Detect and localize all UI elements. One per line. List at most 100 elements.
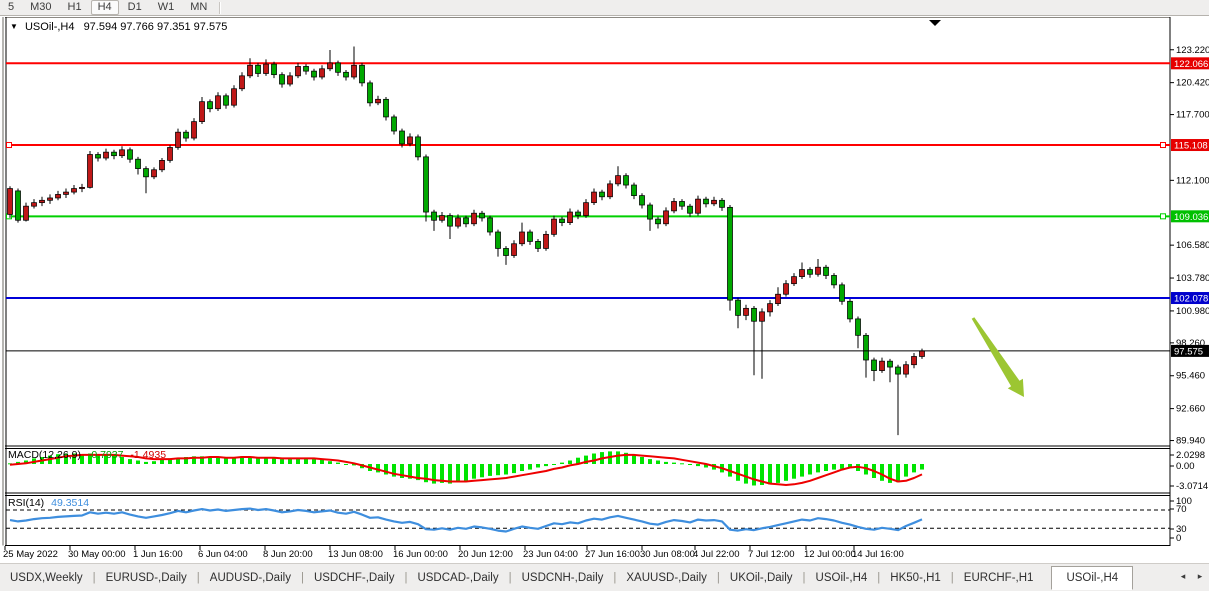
chart-shift-marker[interactable] — [929, 20, 941, 26]
candle-body — [503, 248, 509, 256]
candle-body — [263, 63, 269, 74]
chart-tab-usoilh4[interactable]: USOil-,H4 — [1051, 566, 1134, 590]
macd-histogram-bar — [456, 464, 460, 483]
chart-tab-usdcnhdaily[interactable]: USDCNH-,Daily — [521, 571, 604, 584]
candle-body — [439, 215, 445, 221]
candle-body — [583, 202, 589, 216]
candle-body — [183, 131, 189, 139]
candle-body — [591, 191, 597, 204]
chart-tab-hk50h1[interactable]: HK50-,H1 — [890, 571, 941, 584]
candle-body — [575, 211, 581, 216]
macd-histogram-bar — [832, 464, 836, 470]
price-tick-label: 123.220 — [1176, 45, 1209, 56]
macd-histogram-bar — [888, 464, 892, 483]
macd-histogram-bar — [168, 458, 172, 464]
candle-body — [31, 202, 37, 207]
macd-histogram-bar — [304, 458, 308, 464]
candle-body — [647, 204, 653, 220]
price-tick-label: 98.260 — [1176, 338, 1205, 349]
chart-tab-audusddaily[interactable]: AUDUSD-,Daily — [209, 571, 291, 584]
candle-body — [527, 231, 533, 242]
candle-body — [775, 293, 781, 305]
macd-axis-label: 2.0298 — [1176, 450, 1205, 461]
line-handle-right[interactable] — [1160, 213, 1166, 220]
candle-body — [215, 95, 221, 110]
candle-body — [415, 136, 421, 158]
price-tick-label: 100.980 — [1176, 306, 1209, 317]
macd-histogram-bar — [488, 464, 492, 476]
candle-body — [135, 158, 141, 169]
chart-tab-ukoildaily[interactable]: UKOil-,Daily — [729, 571, 793, 584]
macd-histogram-bar — [312, 459, 316, 464]
candle-body — [231, 88, 237, 106]
macd-histogram-bar — [624, 452, 628, 464]
candle-body — [359, 64, 365, 84]
macd-histogram-bar — [424, 464, 428, 483]
macd-histogram-bar — [160, 459, 164, 464]
candle-body — [399, 130, 405, 145]
macd-histogram-bar — [64, 453, 68, 464]
line-handle-left[interactable] — [6, 142, 12, 149]
candle-body — [71, 188, 77, 193]
tab-separator: | — [196, 572, 200, 584]
chart-tab-usdcaddaily[interactable]: USDCAD-,Daily — [417, 571, 499, 584]
timeframe-button-H1[interactable]: H1 — [67, 1, 82, 13]
candle-body — [831, 275, 837, 286]
timeframe-button-D1[interactable]: D1 — [127, 1, 142, 13]
time-axis-label: 30 Jun 08:00 — [640, 549, 695, 560]
candle-body — [311, 70, 317, 78]
price-tick-label: 95.460 — [1176, 371, 1205, 382]
timeframe-button-MN[interactable]: MN — [190, 1, 208, 13]
chart-tab-eurusddaily[interactable]: EURUSD-,Daily — [105, 571, 187, 584]
chart-tab-usdchfdaily[interactable]: USDCHF-,Daily — [313, 571, 395, 584]
macd-histogram-bar — [152, 461, 156, 464]
timeframe-button-5[interactable]: 5 — [8, 1, 15, 13]
chart-tab-eurchfh1[interactable]: EURCHF-,H1 — [963, 571, 1034, 584]
macd-histogram-bar — [512, 464, 516, 474]
time-axis-label: 4 Jul 22:00 — [693, 549, 739, 560]
macd-histogram-bar — [840, 464, 844, 469]
macd-axis-label: -3.0714 — [1176, 481, 1208, 492]
tab-separator: | — [300, 572, 304, 584]
candle-body — [471, 212, 477, 225]
tab-scroll-right-button[interactable]: ▸ — [1197, 571, 1203, 581]
chart-ohlc-values: 97.594 97.766 97.351 97.575 — [83, 21, 228, 33]
macd-histogram-bar — [744, 464, 748, 484]
candle-body — [735, 299, 741, 316]
tab-scroll-left-button[interactable]: ◂ — [1180, 571, 1186, 581]
chart-tab-usoilh4[interactable]: USOil-,H4 — [815, 571, 868, 584]
macd-histogram-bar — [680, 463, 684, 465]
macd-histogram-bar — [656, 460, 660, 464]
candle-body — [799, 269, 805, 278]
price-line-label: 115.108 — [1174, 141, 1208, 152]
candle-body — [287, 75, 293, 85]
line-handle-right[interactable] — [1160, 142, 1166, 149]
macd-histogram-bar — [752, 464, 756, 486]
candle-body — [303, 66, 309, 72]
candle-body — [543, 233, 549, 249]
candle-body — [431, 211, 437, 221]
macd-histogram-bar — [216, 457, 220, 464]
macd-histogram-bar — [848, 464, 852, 469]
timeframe-button-H4[interactable]: H4 — [90, 0, 119, 15]
candle-body — [191, 121, 197, 139]
price-line-label: 109.036 — [1174, 212, 1208, 223]
macd-histogram-bar — [112, 455, 116, 464]
candle-body — [535, 241, 541, 249]
candle-body — [639, 195, 645, 206]
candle-body — [295, 66, 301, 77]
chart-canvas[interactable]: 123.220 120.420 117.700 112.100 106.580 103.7… — [0, 17, 1209, 563]
timeframe-button-M30[interactable]: M30 — [30, 1, 52, 13]
macd-histogram-bar — [632, 454, 636, 464]
rsi-axis-label: 0 — [1176, 533, 1181, 544]
macd-indicator-label: MACD(12,26,9) -0.7937 -1.4935 — [8, 449, 166, 461]
candle-body — [711, 199, 717, 205]
candle-body — [855, 318, 861, 336]
chart-tab-xauusddaily[interactable]: XAUUSD-,Daily — [626, 571, 707, 584]
tab-separator: | — [716, 572, 720, 584]
time-axis-label: 7 Jul 12:00 — [748, 549, 794, 560]
candle-body — [663, 210, 669, 225]
down-arrow-object[interactable] — [971, 317, 1024, 397]
chart-tab-usdxweekly[interactable]: USDX,Weekly — [10, 571, 83, 584]
timeframe-button-W1[interactable]: W1 — [157, 1, 175, 13]
